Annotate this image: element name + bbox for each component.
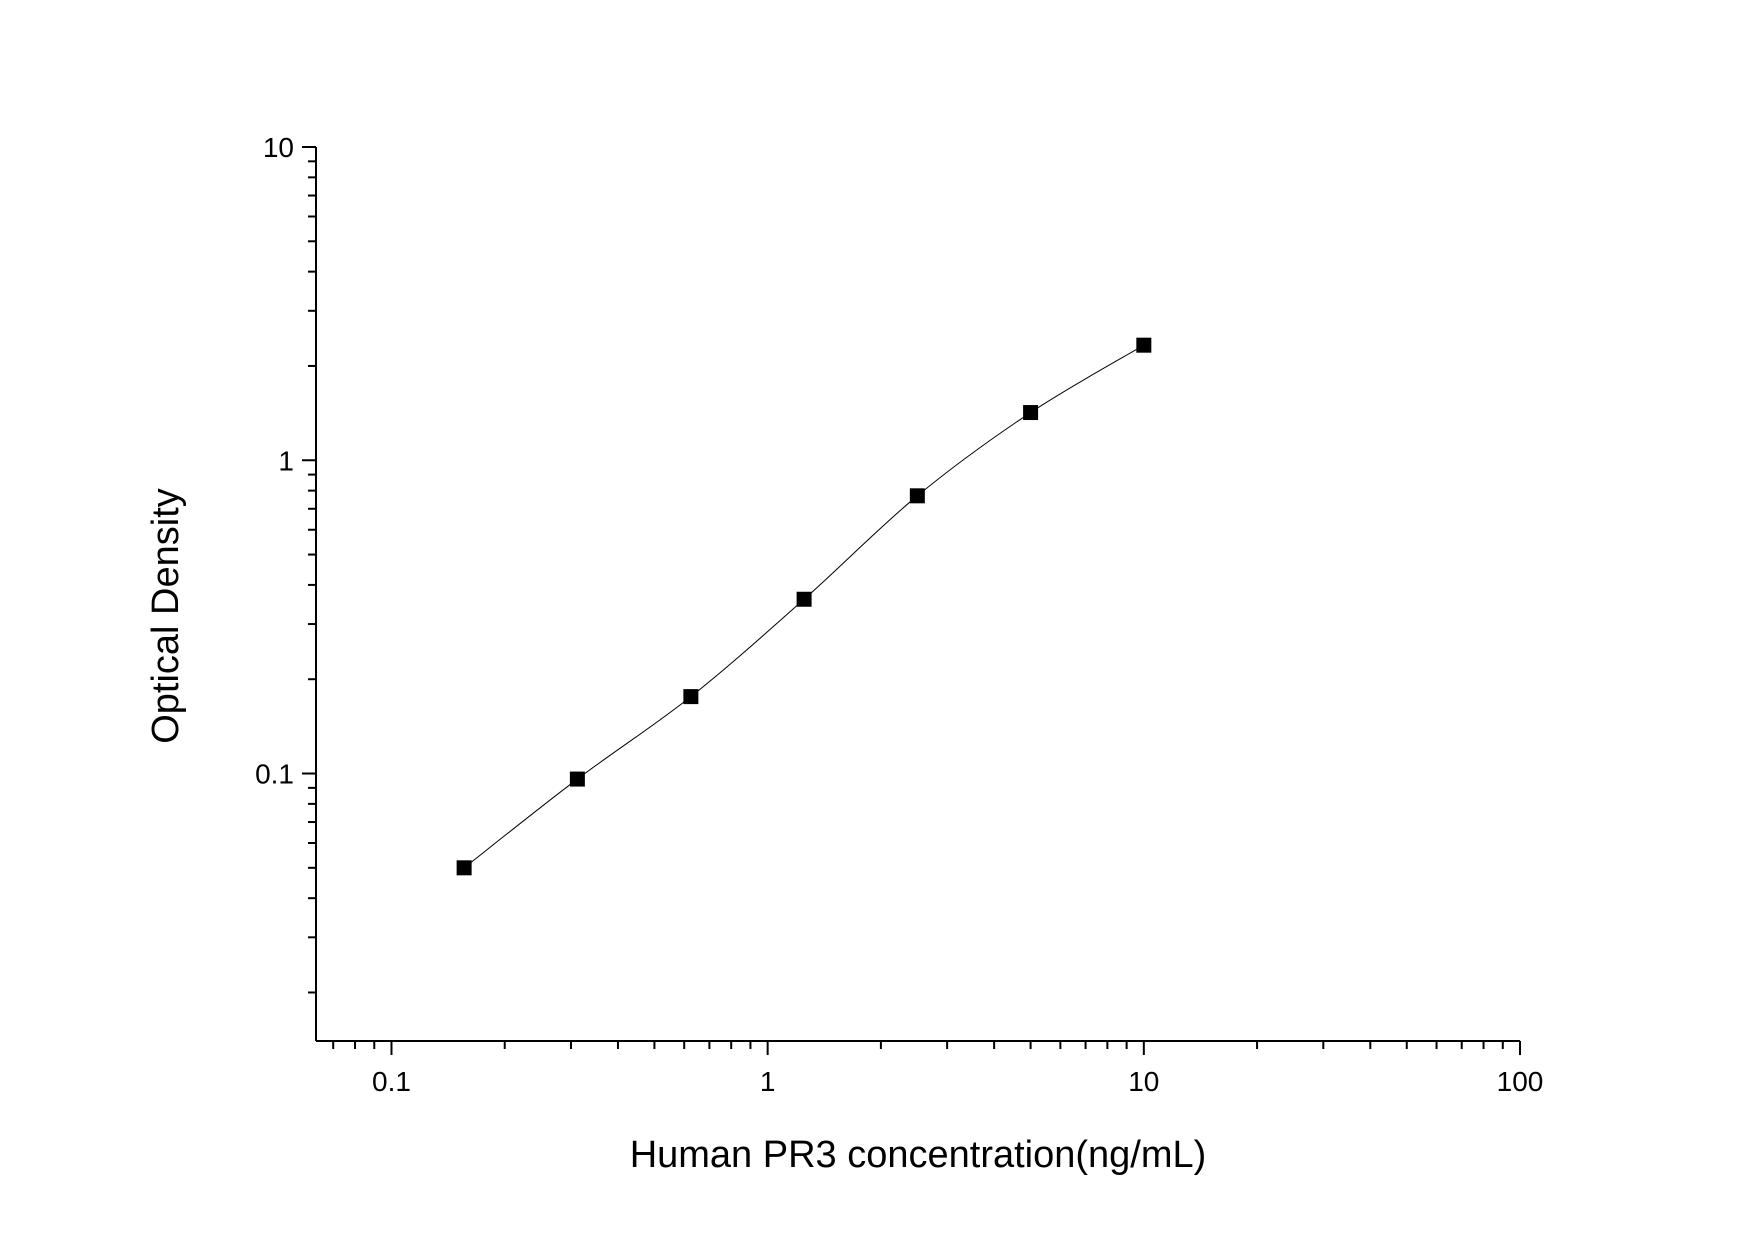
ticks (302, 146, 1521, 1055)
data-point (909, 488, 925, 504)
x-tick-label: 10 (1128, 1066, 1159, 1097)
y-tick-label: 10 (263, 132, 294, 163)
x-tick-label: 0.1 (372, 1066, 411, 1097)
x-axis-title: Human PR3 concentration(ng/mL) (630, 1134, 1207, 1176)
data-points (456, 337, 1152, 876)
x-tick-label: 1 (760, 1066, 776, 1097)
y-tick-label: 0.1 (255, 759, 294, 790)
data-point (1136, 337, 1152, 353)
y-axis-title: Optical Density (145, 488, 187, 744)
tick-labels: 0.1 1 10 100 0.1 1 10 (255, 132, 1543, 1097)
data-point (569, 771, 585, 787)
data-point (796, 591, 812, 607)
data-point (456, 860, 472, 876)
data-point (1023, 405, 1039, 421)
data-point (683, 689, 699, 705)
axes (315, 147, 1520, 1042)
y-tick-label: 1 (278, 445, 294, 476)
x-tick-label: 100 (1497, 1066, 1544, 1097)
